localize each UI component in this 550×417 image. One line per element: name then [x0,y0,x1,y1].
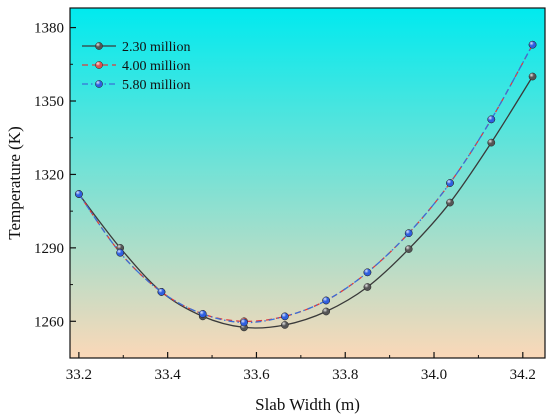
data-point-highlight [446,179,454,187]
legend-marker-highlight [95,80,103,88]
data-point-highlight [487,139,495,147]
series-layer [75,40,537,332]
y-tick-label: 1350 [34,94,64,110]
axis-ticks: 33.2 33.4 33.6 33.8 34.0 34.2 1260 1290 1320 1350… [34,21,536,383]
legend: 2.30 million 4.00 million 5.80 million [82,40,190,93]
data-point-highlight [322,307,330,316]
y-tick-label: 1380 [34,21,64,37]
data-point-highlight [281,321,289,329]
series-line [78,44,534,324]
x-tick-label: 34.2 [510,367,536,383]
y-axis-title: Temperature (K) [5,126,24,240]
data-point-highlight [405,245,413,253]
y-tick-label: 1260 [34,314,64,330]
series-3 [75,40,537,327]
data-point-highlight [446,198,454,207]
x-tick-label: 33.8 [332,367,358,383]
data-point-highlight [528,41,537,49]
x-tick-label: 33.2 [66,367,92,383]
legend-label: 2.30 million [122,40,190,55]
legend-entry: 2.30 million [82,40,190,55]
data-point-highlight [281,312,289,320]
legend-label: 4.00 million [122,59,190,74]
data-point-highlight [157,288,166,296]
data-point-highlight [528,72,537,81]
data-point-highlight [116,249,124,257]
y-tick-label: 1320 [34,167,64,183]
data-point-highlight [405,229,413,237]
data-point-highlight [75,190,83,198]
x-tick-label: 33.4 [155,367,182,383]
y-tick-label: 1290 [34,241,64,257]
legend-entry: 4.00 million [82,59,190,74]
plot-frame [69,7,546,359]
x-axis-title: Slab Width (m) [255,395,360,414]
data-point-highlight [199,310,207,318]
data-point-highlight [363,268,372,276]
data-point-highlight [240,318,248,327]
data-point-highlight [363,283,372,291]
data-point-highlight [322,296,330,305]
x-tick-label: 34.0 [421,367,447,383]
legend-label: 5.80 million [122,78,190,93]
x-tick-label: 33.6 [243,367,270,383]
legend-entry: 5.80 million [82,78,190,93]
legend-marker-highlight [95,42,103,50]
plot-background [70,8,545,358]
legend-marker-highlight [95,61,103,69]
data-point-highlight [487,115,495,123]
